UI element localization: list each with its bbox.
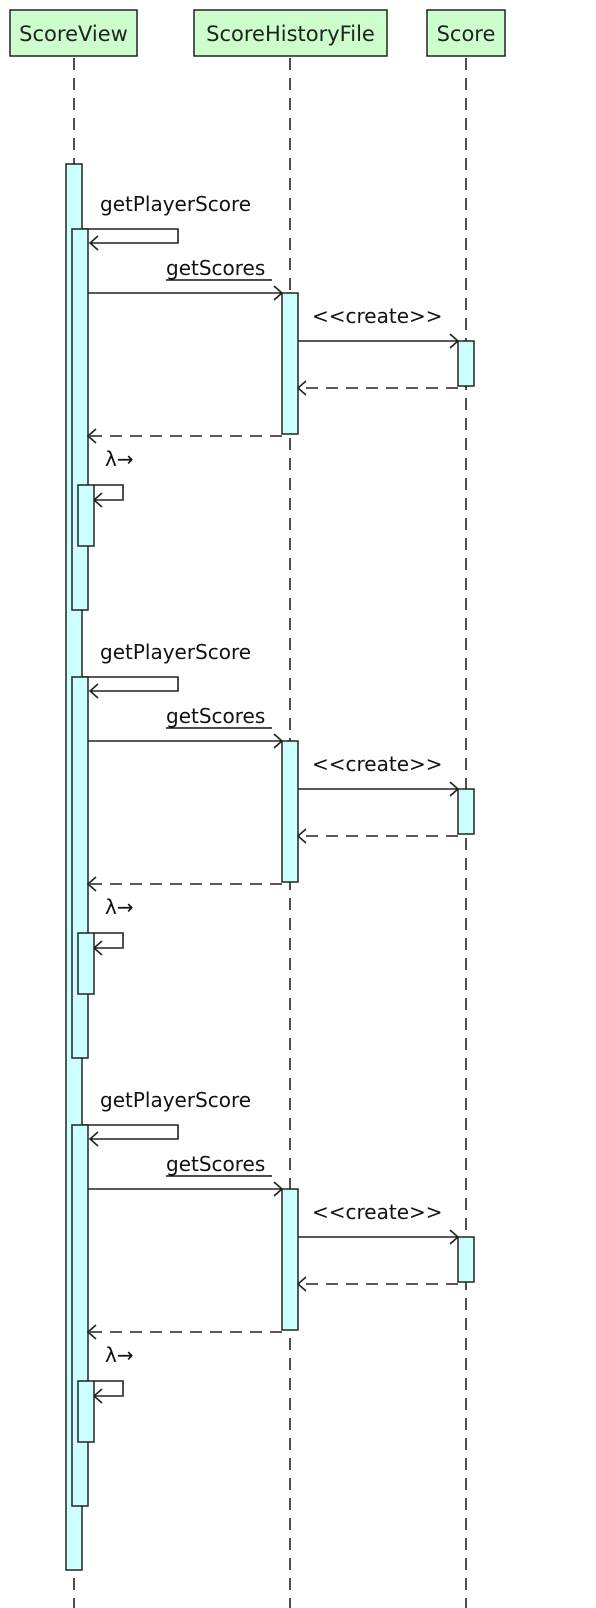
scorehistoryfile-activation bbox=[281, 740, 299, 883]
participant-scorehistoryfile: ScoreHistoryFile bbox=[193, 9, 388, 57]
participant-label: ScoreView bbox=[19, 22, 128, 46]
iteration-group: getPlayerScore getScores <<create>> λ→ bbox=[71, 1088, 475, 1507]
arrowhead bbox=[86, 1324, 97, 1340]
self-call-label: getPlayerScore bbox=[100, 192, 251, 216]
arrowhead bbox=[88, 1131, 99, 1147]
call-label: getScores bbox=[166, 1152, 265, 1176]
scoreview-call-activation bbox=[71, 1124, 89, 1507]
lambda-self-call-arrow bbox=[94, 484, 124, 501]
score-activation bbox=[457, 1236, 475, 1283]
score-activation bbox=[457, 788, 475, 835]
scorehistoryfile-activation bbox=[281, 292, 299, 435]
self-call-arrow bbox=[82, 1124, 179, 1140]
arrowhead bbox=[86, 428, 97, 444]
arrowhead bbox=[88, 235, 99, 251]
lambda-label: λ→ bbox=[105, 447, 134, 471]
scorehistoryfile-activation bbox=[281, 1188, 299, 1331]
call-label: getScores bbox=[166, 256, 265, 280]
participant-label: ScoreHistoryFile bbox=[206, 22, 375, 46]
self-call-label: getPlayerScore bbox=[100, 1088, 251, 1112]
arrowhead bbox=[296, 380, 307, 396]
participant-score: Score bbox=[426, 9, 506, 57]
iteration-group: getPlayerScore getScores <<create>> λ→ bbox=[71, 192, 475, 611]
scoreview-call-activation bbox=[71, 676, 89, 1059]
lambda-self-call-arrow bbox=[94, 1380, 124, 1397]
call-label: getScores bbox=[166, 704, 265, 728]
arrowhead bbox=[296, 828, 307, 844]
arrowhead bbox=[296, 1276, 307, 1292]
score-activation bbox=[457, 340, 475, 387]
create-label: <<create>> bbox=[312, 1200, 443, 1224]
create-label: <<create>> bbox=[312, 752, 443, 776]
lambda-activation bbox=[77, 932, 95, 995]
lambda-self-call-arrow bbox=[94, 932, 124, 949]
self-call-arrow bbox=[82, 676, 179, 692]
iteration-group: getPlayerScore getScores <<create>> λ→ bbox=[71, 640, 475, 1059]
lambda-activation bbox=[77, 1380, 95, 1443]
lambda-label: λ→ bbox=[105, 895, 134, 919]
participant-scoreview: ScoreView bbox=[9, 9, 138, 57]
arrowhead bbox=[86, 876, 97, 892]
scoreview-call-activation bbox=[71, 228, 89, 611]
arrowhead bbox=[88, 683, 99, 699]
participant-label: Score bbox=[437, 22, 496, 46]
create-label: <<create>> bbox=[312, 304, 443, 328]
self-call-arrow bbox=[82, 228, 179, 244]
lambda-label: λ→ bbox=[105, 1343, 134, 1367]
lambda-activation bbox=[77, 484, 95, 547]
self-call-label: getPlayerScore bbox=[100, 640, 251, 664]
